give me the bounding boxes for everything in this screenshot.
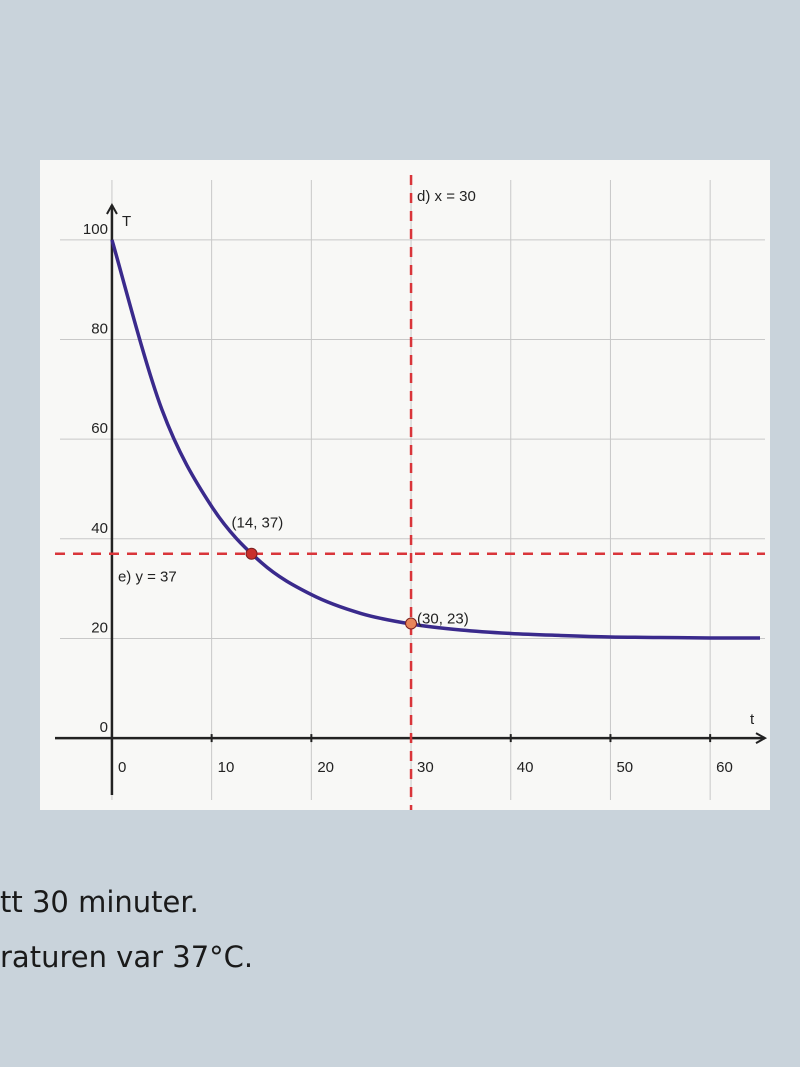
x-tick-label: 20 xyxy=(317,759,334,776)
x-tick-label: 50 xyxy=(616,759,633,776)
x-tick-label: 10 xyxy=(218,759,235,776)
y-tick-label: 80 xyxy=(91,320,108,337)
caption: raturen var 37°C. xyxy=(0,940,254,974)
y-axis-label: T xyxy=(122,213,131,230)
y-tick-label: 100 xyxy=(83,221,108,238)
y-tick-label: 60 xyxy=(91,420,108,437)
y-tick-label: 40 xyxy=(91,520,108,537)
ref-hline-label: e) y = 37 xyxy=(118,569,177,586)
point-label: (30, 23) xyxy=(417,610,469,627)
y-tick-label: 0 xyxy=(100,719,108,736)
ref-vline-label: d) x = 30 xyxy=(417,188,476,205)
y-tick-label: 20 xyxy=(91,619,108,636)
x-arrow xyxy=(755,732,768,744)
point xyxy=(405,617,418,630)
x-tick-label: 30 xyxy=(417,759,434,776)
point-label: (14, 37) xyxy=(232,515,284,532)
y-arrow xyxy=(106,202,118,215)
x-tick-label: 60 xyxy=(716,759,733,776)
point xyxy=(245,547,258,560)
x-axis-label: t xyxy=(750,711,755,728)
x-tick-label: 40 xyxy=(517,759,534,776)
caption: tt 30 minuter. xyxy=(0,885,199,919)
x-tick-label: 0 xyxy=(118,759,126,776)
chart-area xyxy=(40,160,770,810)
